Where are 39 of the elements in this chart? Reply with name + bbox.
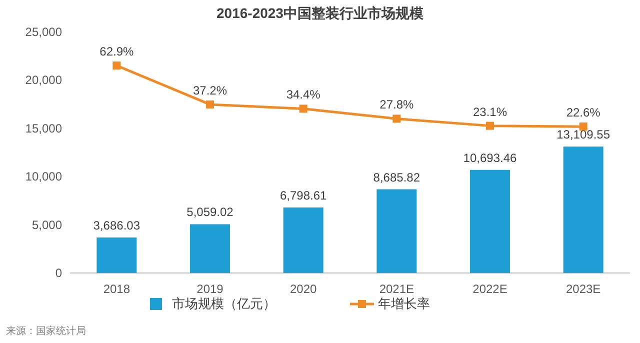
bar <box>470 170 510 273</box>
data-label: 34.4% <box>286 88 321 102</box>
data-label: 37.2% <box>192 83 228 98</box>
source-note: 来源：国家统计局 <box>6 325 86 337</box>
bar <box>190 224 230 273</box>
data-label: 62.9% <box>100 44 134 59</box>
chart-title: 2016-2023中国整装行业市场规模 <box>216 5 424 21</box>
bar <box>283 207 324 273</box>
x-tick-label: 2023E <box>566 282 601 296</box>
x-tick-label: 2021E <box>379 282 414 296</box>
point <box>486 122 494 130</box>
x-tick-label: 2019 <box>196 282 224 296</box>
point <box>206 100 214 108</box>
bar <box>96 237 137 273</box>
x-tick-label: 2022E <box>472 282 508 296</box>
data-label: 6,798.61 <box>280 188 328 202</box>
y-tick-label: 15,000 <box>25 121 62 136</box>
data-label: 13,109.55 <box>556 128 610 142</box>
data-label: 3,686.03 <box>93 218 140 232</box>
data-label: 23.1% <box>472 104 508 119</box>
legend-label: 年增长率 <box>378 296 430 311</box>
data-label: 27.8% <box>380 98 414 112</box>
bar <box>376 189 417 273</box>
point <box>299 104 308 113</box>
bar <box>563 146 604 273</box>
y-tick-label: 5,000 <box>32 218 62 232</box>
data-label: 22.6% <box>566 106 601 120</box>
x-tick-label: 2020 <box>290 282 318 296</box>
point <box>392 114 401 123</box>
y-tick-label: 0 <box>55 266 62 280</box>
legend-label: 市场规模（亿元） <box>172 296 276 311</box>
y-tick-label: 20,000 <box>25 73 62 88</box>
y-tick-label: 10,000 <box>25 170 62 184</box>
y-tick-label: 25,000 <box>25 25 62 39</box>
data-label: 5,059.02 <box>186 205 234 220</box>
data-label: 8,685.82 <box>373 170 420 184</box>
point <box>112 62 121 70</box>
data-label: 10,693.46 <box>463 150 518 165</box>
x-tick-label: 2018 <box>103 282 130 296</box>
